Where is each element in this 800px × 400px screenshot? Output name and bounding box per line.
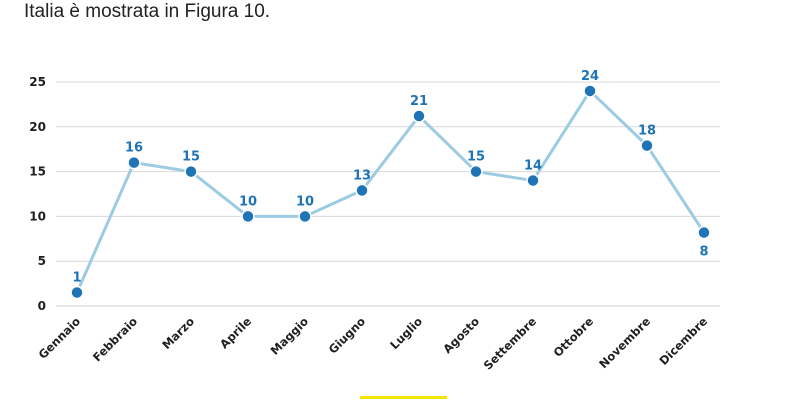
data-point — [583, 84, 597, 98]
x-tick-label: Settembre — [481, 314, 540, 373]
y-tick-label: 0 — [38, 299, 46, 313]
data-label: 1 — [72, 271, 81, 286]
data-label: 18 — [638, 124, 656, 139]
x-tick-label: Marzo — [159, 314, 197, 352]
x-tick-label: Dicembre — [657, 314, 711, 368]
data-label: 21 — [410, 94, 428, 109]
x-tick-label: Ottobre — [551, 314, 597, 360]
y-tick-label: 25 — [29, 75, 46, 89]
data-point — [298, 209, 312, 224]
data-points — [70, 84, 711, 300]
data-label: 16 — [125, 141, 143, 156]
data-point — [697, 225, 711, 240]
data-label: 8 — [699, 245, 708, 260]
series-line — [75, 89, 706, 294]
data-label: 13 — [353, 168, 371, 183]
x-tick-label: Agosto — [440, 314, 482, 356]
x-tick-label: Maggio — [268, 314, 312, 358]
x-tick-label: Febbraio — [90, 314, 140, 364]
x-tick-label: Aprile — [217, 314, 254, 351]
accent-bar — [360, 396, 447, 399]
data-label: 10 — [296, 194, 314, 209]
x-tick-label: Giugno — [326, 314, 368, 356]
data-point — [127, 155, 141, 170]
data-point — [469, 164, 483, 179]
data-point — [412, 109, 426, 123]
x-tick-label: Luglio — [387, 314, 425, 352]
x-tick-label: Novembre — [596, 314, 653, 371]
y-tick-label: 10 — [29, 209, 46, 223]
data-point — [355, 183, 369, 198]
y-tick-label: 5 — [38, 254, 46, 268]
data-point — [70, 285, 84, 300]
grid-lines — [56, 81, 720, 307]
x-tick-label: Gennaio — [36, 314, 84, 362]
y-axis-ticks: 0 5 10 15 20 25 — [29, 75, 46, 313]
data-point — [184, 164, 198, 179]
data-label: 14 — [524, 159, 542, 174]
data-labels: 1 16 15 10 10 13 21 15 14 24 18 8 — [72, 69, 708, 286]
data-label: 15 — [182, 150, 200, 165]
x-axis-ticks: Gennaio Febbraio Marzo Aprile Maggio Giugno Lu… — [36, 314, 711, 373]
intro-text: Italia è mostrata in Figura 10. — [24, 1, 271, 22]
series-line-layer — [75, 89, 706, 294]
data-point — [640, 138, 654, 153]
data-point — [526, 173, 540, 188]
y-tick-label: 20 — [29, 120, 46, 134]
data-point — [241, 209, 255, 224]
y-tick-label: 15 — [29, 165, 46, 179]
data-label: 15 — [467, 150, 485, 165]
data-label: 24 — [581, 69, 599, 84]
data-label: 10 — [239, 194, 257, 209]
